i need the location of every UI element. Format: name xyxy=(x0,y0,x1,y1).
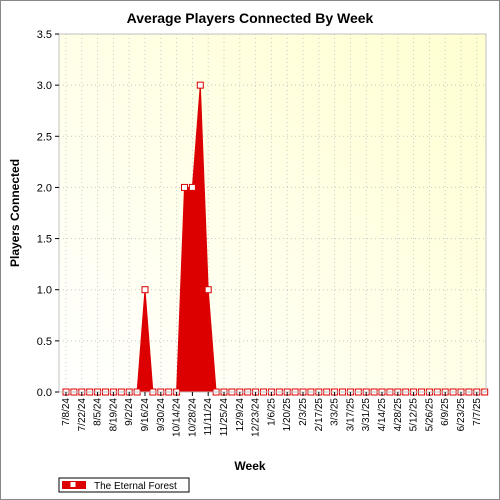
x-tick-label: 10/28/24 xyxy=(187,398,198,437)
x-axis-label: Week xyxy=(234,459,265,473)
x-tick-label: 7/7/25 xyxy=(472,398,483,426)
x-tick-label: 6/9/25 xyxy=(440,398,451,426)
x-tick-label: 7/22/24 xyxy=(77,398,88,432)
y-tick-label: 1.5 xyxy=(37,234,52,246)
x-tick-label: 9/2/24 xyxy=(124,398,135,426)
x-tick-label: 8/5/24 xyxy=(93,398,104,426)
y-tick-label: 2.0 xyxy=(37,182,52,194)
data-point xyxy=(204,286,212,294)
x-tick-label: 11/25/24 xyxy=(219,398,230,437)
chart-title: Average Players Connected By Week xyxy=(127,10,374,26)
x-tick-label: 7/8/24 xyxy=(61,398,72,426)
x-tick-label: 4/28/25 xyxy=(393,398,404,432)
x-tick-label: 1/6/25 xyxy=(266,398,277,426)
x-tick-label: 6/23/25 xyxy=(456,398,467,432)
plot-area xyxy=(59,34,486,392)
x-tick-label: 5/26/25 xyxy=(424,398,435,432)
data-point xyxy=(196,81,204,89)
data-point xyxy=(181,183,188,191)
y-tick-label: 2.5 xyxy=(37,131,52,143)
x-tick-label: 2/17/25 xyxy=(314,398,325,432)
y-tick-label: 3.0 xyxy=(37,80,52,92)
x-tick-label: 10/14/24 xyxy=(172,398,183,437)
data-point xyxy=(188,183,196,191)
x-tick-label: 11/11/24 xyxy=(203,398,214,436)
x-tick-label: 3/31/25 xyxy=(361,398,372,432)
data-point xyxy=(141,286,149,294)
legend-marker xyxy=(69,481,77,488)
legend-label: The Eternal Forest xyxy=(94,481,177,492)
x-tick-label: 1/20/25 xyxy=(282,398,293,432)
x-tick-label: 4/14/25 xyxy=(377,398,388,432)
x-tick-label: 8/19/24 xyxy=(108,398,119,432)
legend-box xyxy=(58,477,190,493)
x-tick-label: 9/30/24 xyxy=(156,398,167,432)
x-tick-label: 12/9/24 xyxy=(235,398,246,432)
x-tick-label: 3/3/25 xyxy=(330,398,341,426)
y-tick-label: 3.5 xyxy=(37,29,52,41)
y-tick-label: 0.5 xyxy=(37,336,52,348)
x-axis: 7/8/24 7/22/24 8/5/24 8/19/24 9/2/24 9/16/24 9… xyxy=(61,392,483,437)
x-tick-label: 2/3/25 xyxy=(298,398,309,426)
plot-border xyxy=(58,33,487,393)
legend: The Eternal Forest xyxy=(58,477,190,493)
y-axis: 0.0 0.5 1.0 1.5 2.0 2.5 3.0 3.5 xyxy=(37,29,59,399)
x-tick-label: 12/23/24 xyxy=(251,398,262,437)
x-tick-label: 3/17/25 xyxy=(345,398,356,432)
y-tick-label: 1.0 xyxy=(37,285,52,297)
x-tick-label: 9/16/24 xyxy=(140,398,151,432)
x-tick-label: 5/12/25 xyxy=(409,398,420,432)
y-axis-label: Players Connected xyxy=(8,159,22,267)
y-tick-label: 0.0 xyxy=(37,387,52,399)
